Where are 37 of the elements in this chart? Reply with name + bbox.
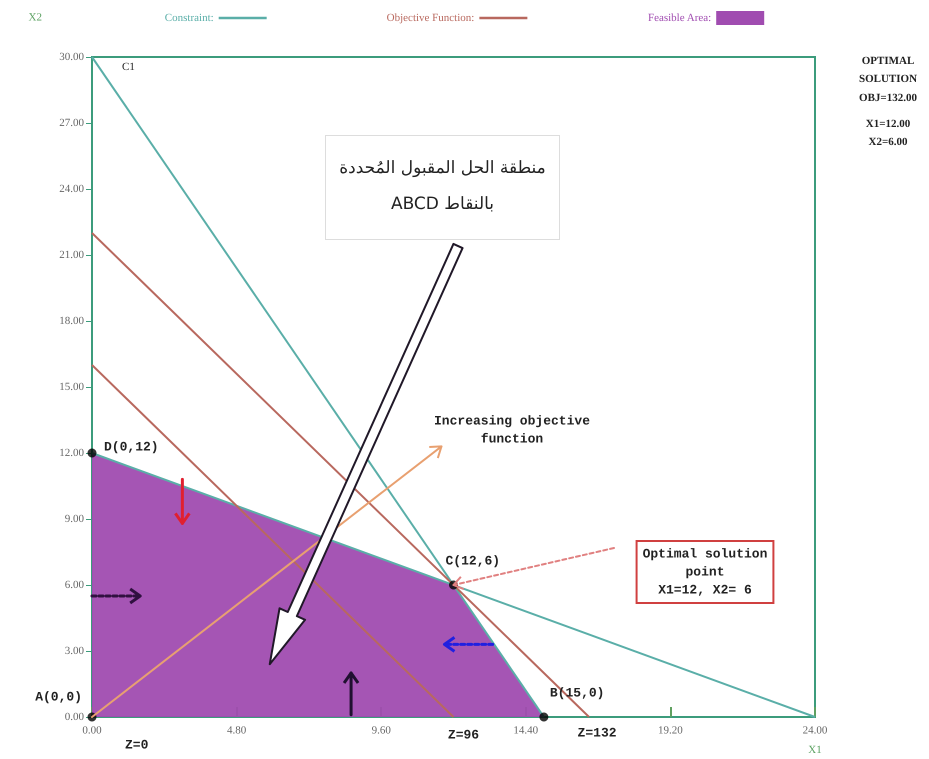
x-tick-label: 0.00 [82, 724, 102, 736]
annotation: Z=132 [578, 726, 617, 740]
y-tick-label: 18.00 [59, 315, 84, 327]
text: OBJ=132.00 [859, 92, 918, 104]
y-tick-label: 27.00 [59, 117, 84, 129]
legend-label: Constraint: [164, 12, 214, 24]
annotation: Optimal solution point X1=12, X2= 6 [642, 546, 768, 598]
text: OPTIMAL SOLUTION [858, 55, 918, 85]
annotation: C(12,6) [446, 554, 500, 568]
y-tick-label: 6.00 [64, 579, 84, 591]
annotation: منطقة الحل المقبول المُحددة بالنقاط ABCD [325, 135, 560, 240]
text: X1=12.00 X2=6.00 [866, 118, 911, 148]
x-axis-title: X1 [808, 744, 822, 756]
x-tick-label: 14.40 [513, 724, 539, 736]
y-tick-label: 3.00 [64, 645, 84, 657]
point [539, 712, 548, 722]
y-tick-label: 0.00 [64, 711, 84, 723]
legend-label: Feasible Area: [648, 12, 712, 24]
annotation: D(0,12) [104, 440, 159, 454]
y-tick-label: 12.00 [59, 447, 84, 459]
y-tick-label: 21.00 [59, 249, 84, 261]
annotation: Increasing objective function [434, 414, 590, 446]
legend-label: Objective Function: [386, 12, 474, 24]
annotation: Z=0 [125, 738, 149, 752]
x-tick-label: 9.60 [372, 724, 392, 736]
y-tick-label: 24.00 [59, 183, 84, 195]
y-tick-label: 15.00 [59, 381, 84, 393]
annotation: A(0,0) [35, 690, 82, 704]
y-tick-label: 30.00 [59, 51, 84, 63]
y-tick-label: 9.00 [64, 513, 84, 525]
point [88, 448, 96, 458]
y-axis-title: X2 [28, 12, 42, 24]
x-tick-label: 19.20 [658, 724, 684, 736]
x-tick-label: 24.00 [802, 724, 828, 736]
annotation: C1 [122, 61, 135, 73]
annotation: Z=96 [448, 728, 480, 742]
x-tick-label: 4.80 [226, 724, 247, 736]
